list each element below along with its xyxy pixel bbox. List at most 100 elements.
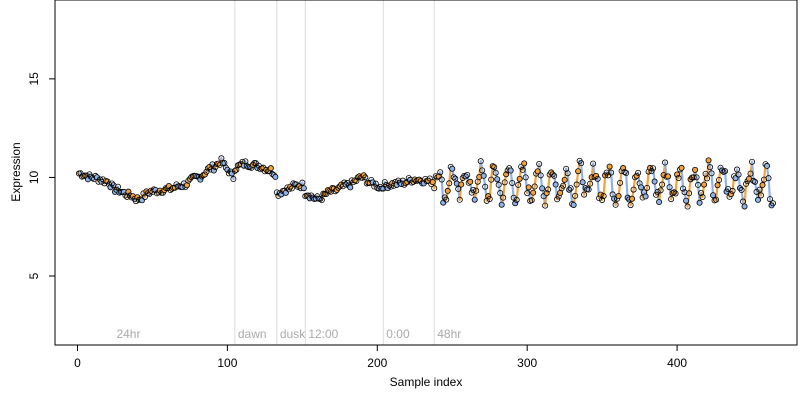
data-point bbox=[525, 184, 532, 191]
data-point bbox=[765, 175, 772, 182]
data-point bbox=[500, 194, 507, 201]
data-point bbox=[492, 169, 499, 176]
data-point bbox=[362, 174, 369, 181]
data-point bbox=[767, 196, 774, 203]
data-point bbox=[668, 196, 675, 203]
data-point bbox=[579, 179, 586, 186]
data-point bbox=[519, 166, 526, 173]
data-point bbox=[693, 174, 700, 181]
series-segment bbox=[479, 160, 484, 172]
data-point bbox=[657, 187, 664, 194]
data-point bbox=[758, 192, 765, 199]
data-point bbox=[575, 168, 582, 175]
data-point bbox=[714, 182, 721, 189]
data-point bbox=[573, 181, 580, 188]
data-point bbox=[497, 190, 504, 197]
data-point bbox=[443, 196, 450, 203]
data-point bbox=[728, 191, 735, 198]
data-point bbox=[513, 196, 520, 203]
series-segment bbox=[750, 160, 755, 183]
data-point bbox=[456, 196, 463, 203]
data-point bbox=[267, 165, 274, 172]
data-point bbox=[381, 179, 388, 186]
data-point bbox=[446, 180, 453, 187]
series-segment bbox=[475, 180, 479, 192]
data-point bbox=[455, 185, 462, 192]
data-point bbox=[680, 185, 687, 192]
data-point bbox=[431, 185, 438, 192]
data-point bbox=[437, 169, 444, 176]
data-point bbox=[531, 183, 538, 190]
data-point bbox=[528, 197, 535, 204]
series-segment bbox=[743, 182, 748, 208]
data-point bbox=[678, 164, 685, 171]
data-point bbox=[458, 181, 465, 188]
series-segment bbox=[602, 174, 607, 198]
data-point bbox=[698, 190, 705, 197]
data-point bbox=[516, 175, 523, 182]
data-point bbox=[470, 186, 477, 193]
series-segment bbox=[625, 171, 629, 199]
data-point bbox=[536, 160, 543, 167]
data-point bbox=[692, 166, 699, 173]
data-point bbox=[617, 179, 624, 186]
data-point bbox=[653, 191, 660, 198]
data-point bbox=[690, 174, 697, 181]
series-segment bbox=[710, 172, 715, 197]
data-point bbox=[450, 174, 457, 181]
x-tick-label: 300 bbox=[517, 356, 537, 370]
data-point bbox=[612, 201, 619, 208]
data-point bbox=[572, 192, 579, 199]
data-point bbox=[764, 162, 771, 169]
data-point bbox=[515, 181, 522, 188]
data-point bbox=[552, 181, 559, 188]
data-point bbox=[353, 177, 360, 184]
data-point bbox=[471, 196, 478, 203]
series-segment bbox=[574, 183, 578, 197]
data-point bbox=[741, 203, 748, 210]
data-point bbox=[570, 201, 577, 208]
data-point bbox=[581, 191, 588, 198]
data-point bbox=[507, 167, 514, 174]
data-point bbox=[629, 195, 636, 202]
data-point bbox=[587, 180, 594, 187]
data-point bbox=[530, 189, 537, 196]
series-segment bbox=[580, 162, 584, 184]
data-point bbox=[347, 184, 354, 191]
data-point bbox=[644, 184, 651, 191]
data-point bbox=[473, 187, 480, 194]
data-point bbox=[518, 163, 525, 170]
data-point bbox=[665, 173, 672, 180]
data-point bbox=[683, 197, 690, 204]
y-tick-label: 5 bbox=[27, 272, 41, 279]
data-point bbox=[563, 165, 570, 172]
data-point bbox=[638, 184, 645, 191]
data-point bbox=[197, 176, 204, 183]
series-segment bbox=[619, 169, 623, 184]
data-point bbox=[477, 158, 484, 165]
data-point bbox=[635, 169, 642, 176]
data-point bbox=[651, 178, 658, 185]
data-point bbox=[707, 164, 714, 171]
data-point bbox=[560, 182, 567, 189]
data-point bbox=[705, 157, 712, 164]
data-point bbox=[686, 190, 693, 197]
data-point bbox=[479, 167, 486, 174]
data-point bbox=[713, 196, 720, 203]
data-point bbox=[282, 189, 289, 196]
data-point bbox=[438, 176, 445, 183]
data-point bbox=[486, 195, 493, 202]
data-point bbox=[627, 202, 634, 209]
data-point bbox=[695, 181, 702, 188]
x-tick-label: 400 bbox=[667, 356, 687, 370]
data-point bbox=[662, 159, 669, 166]
data-point bbox=[621, 168, 628, 175]
data-point bbox=[122, 192, 129, 199]
y-axis: 5 10 15 bbox=[27, 72, 55, 279]
x-tick-label: 0 bbox=[74, 356, 81, 370]
data-point bbox=[542, 202, 549, 209]
data-point bbox=[578, 160, 585, 167]
data-point bbox=[659, 181, 666, 188]
data-point bbox=[630, 186, 637, 193]
data-point bbox=[272, 173, 279, 180]
